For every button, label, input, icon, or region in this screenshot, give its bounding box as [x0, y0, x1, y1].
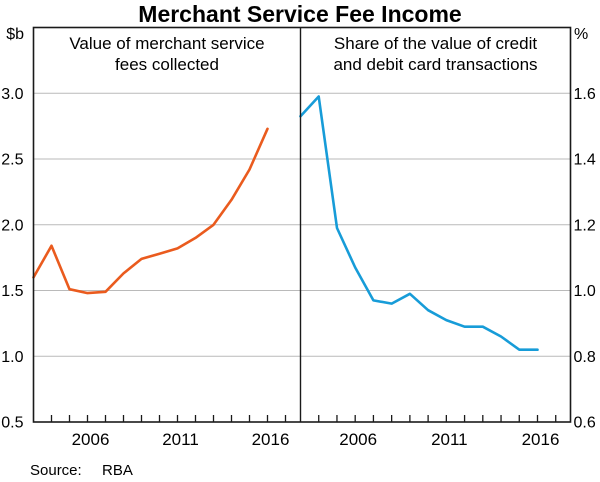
y-axis-label: 3.0	[1, 86, 23, 103]
y-axis-label: 2.5	[1, 152, 23, 169]
x-axis-label: 2016	[522, 430, 560, 449]
y-axis-label: 2.0	[1, 217, 23, 234]
x-axis-label: 2006	[72, 430, 110, 449]
source-label: Source:	[30, 462, 82, 479]
y-axis-label: 1.0	[574, 283, 596, 300]
x-axis-label: 2006	[339, 430, 377, 449]
y-axis-label: 0.6	[574, 415, 596, 432]
panel-title-line: and debit card transactions	[333, 55, 538, 74]
x-axis-label: 2011	[162, 430, 199, 449]
y-axis-label: 1.6	[574, 86, 596, 103]
share-line	[299, 95, 539, 352]
source-value: RBA	[102, 462, 133, 479]
panel-frame	[32, 26, 572, 423]
panel-title-line: Share of the value of credit	[333, 34, 538, 53]
panel-title-line: fees collected	[115, 55, 219, 74]
y-axis-label: 0.5	[1, 415, 23, 432]
right-panel-title: Share of the value of credit and debit c…	[306, 33, 565, 75]
source-line: Source: RBA	[30, 462, 133, 479]
left-panel-title: Value of merchant service fees collected	[47, 33, 287, 75]
y-axis-label: 1.4	[574, 152, 596, 169]
y-axis-label: 1.5	[1, 283, 23, 300]
page-title: Merchant Service Fee Income	[138, 1, 462, 27]
x-axis-label: 2016	[252, 430, 290, 449]
fees-line	[32, 127, 269, 295]
y-axis-label: 0.8	[574, 349, 596, 366]
y-axis-label: 1.0	[1, 349, 23, 366]
right-axis-unit: %	[574, 26, 589, 43]
x-axis-label: 2011	[431, 430, 468, 449]
panel-title-line: Value of merchant service	[69, 34, 265, 53]
left-axis-unit: $b	[6, 26, 24, 43]
y-axis-label: 1.2	[574, 217, 596, 234]
